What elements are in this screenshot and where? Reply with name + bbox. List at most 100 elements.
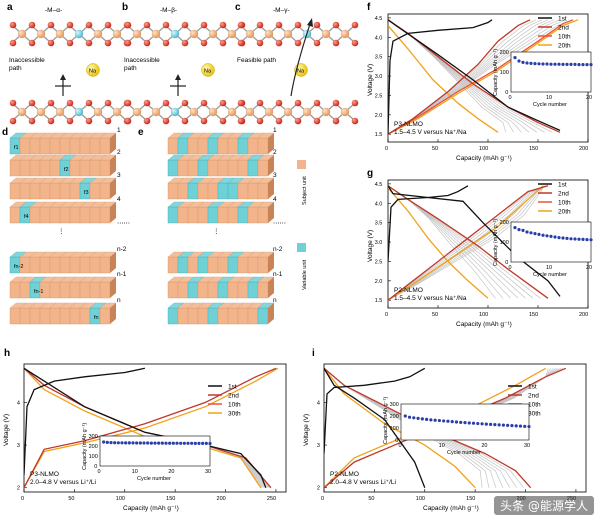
oxygen-atom xyxy=(313,39,321,47)
block-unit xyxy=(217,281,229,299)
block-unit xyxy=(49,256,61,274)
oxygen-atom xyxy=(313,99,321,107)
block-unit xyxy=(237,256,249,274)
oxygen-atom xyxy=(313,117,321,125)
block-unit xyxy=(89,137,101,155)
oxygen-atom xyxy=(200,99,208,107)
x-tick-label: 150 xyxy=(529,312,538,318)
legend-label: 2nd xyxy=(528,393,539,400)
block-unit xyxy=(227,159,239,177)
row-label-e: ⋯⋯ xyxy=(273,220,287,227)
oxygen-atom xyxy=(181,39,189,47)
x-axis-label: Capacity (mAh g⁻¹) xyxy=(123,505,179,512)
block-unit xyxy=(69,182,81,200)
block-unit xyxy=(167,182,179,200)
oxygen-atom xyxy=(104,39,112,47)
inset-point xyxy=(537,62,541,66)
block-side xyxy=(110,202,116,223)
block-unit xyxy=(227,206,239,224)
panel-letter-a: a xyxy=(7,2,13,13)
x-tick-label: 200 xyxy=(579,312,588,318)
legend-label: 2nd xyxy=(558,191,569,198)
block-unit xyxy=(197,256,209,274)
block-unit xyxy=(177,256,189,274)
inset-point xyxy=(446,419,450,423)
metal-atom xyxy=(132,29,142,39)
block-unit xyxy=(257,256,269,274)
panel-c: c -M–γ- Feasible path Na xyxy=(235,2,359,125)
legend-subject-label: Subject unit xyxy=(302,176,308,205)
row-label-d: 1 xyxy=(117,127,121,134)
block-side xyxy=(268,155,274,176)
plot-area xyxy=(24,367,279,489)
inset-y-tick-label: 100 xyxy=(500,70,509,76)
inset-point xyxy=(467,421,471,425)
metal-atom xyxy=(189,107,199,117)
plot-frame xyxy=(23,363,287,493)
row-label-d: n-2 xyxy=(117,246,127,253)
block-unit xyxy=(39,159,51,177)
inset-point xyxy=(527,424,531,429)
metal-atom xyxy=(264,29,274,39)
metal-atom xyxy=(93,29,103,39)
inset-point xyxy=(510,424,514,428)
legend-subject-swatch xyxy=(297,160,306,169)
oxygen-atom xyxy=(104,99,112,107)
block-unit xyxy=(227,281,239,299)
series-20th-discharge xyxy=(388,25,499,133)
watermark: 头条 @能源学人 xyxy=(494,496,594,515)
inset-x-tick-label: 20 xyxy=(168,469,174,475)
block-side xyxy=(268,252,274,273)
block-unit xyxy=(39,307,51,325)
inset-y-tick-label: 300 xyxy=(390,402,399,408)
inset-y-tick-label: 0 xyxy=(395,438,398,444)
inset-y-tick-label: 200 xyxy=(500,50,509,56)
metal-atom xyxy=(283,107,293,117)
inset-point xyxy=(403,414,407,418)
inset-x-tick-label: 10 xyxy=(546,95,552,101)
inset-y-tick-label: 200 xyxy=(390,414,399,420)
series-30th-charge xyxy=(24,367,279,489)
inset-point xyxy=(142,441,146,445)
block-unit xyxy=(167,159,179,177)
row-label-e: 4 xyxy=(273,196,277,203)
sample-name: P2-NLMO xyxy=(330,471,359,478)
x-tick-label: 250 xyxy=(267,496,276,502)
inset-point xyxy=(565,62,569,66)
oxygen-atom xyxy=(66,99,74,107)
block-unit xyxy=(257,159,269,177)
oxygen-atom xyxy=(275,117,283,125)
block-unit xyxy=(89,159,101,177)
f-label: f2 xyxy=(64,167,69,173)
panel-letter-g: g xyxy=(367,168,373,179)
panel-letter-e: e xyxy=(138,127,144,138)
metal-atom xyxy=(55,107,65,117)
block-unit xyxy=(197,182,209,200)
block-unit xyxy=(257,137,269,155)
oxygen-atom xyxy=(104,21,112,29)
inset-x-tick-label: 0 xyxy=(509,95,512,101)
arrow-head xyxy=(60,74,66,80)
oxygen-atom xyxy=(294,117,302,125)
inset-x-tick-label: 10 xyxy=(439,443,445,449)
inset-x-tick-label: 30 xyxy=(524,443,530,449)
slab-row-4 xyxy=(9,201,117,224)
inset-x-tick-label: 20 xyxy=(586,95,592,101)
inset-point xyxy=(433,418,437,422)
block-unit xyxy=(207,206,219,224)
block-unit xyxy=(197,307,209,325)
oxygen-atom xyxy=(66,39,74,47)
series-1st-charge xyxy=(324,367,426,454)
slab-row-6 xyxy=(9,251,117,274)
inset-x-tick-label: 20 xyxy=(586,265,592,271)
series-2nd-charge xyxy=(388,19,531,135)
series-2nd-discharge xyxy=(388,185,549,299)
block-unit xyxy=(9,307,21,325)
inset-y-tick-label: 100 xyxy=(390,426,399,432)
oxygen-atom xyxy=(200,39,208,47)
inset-point xyxy=(506,423,510,427)
